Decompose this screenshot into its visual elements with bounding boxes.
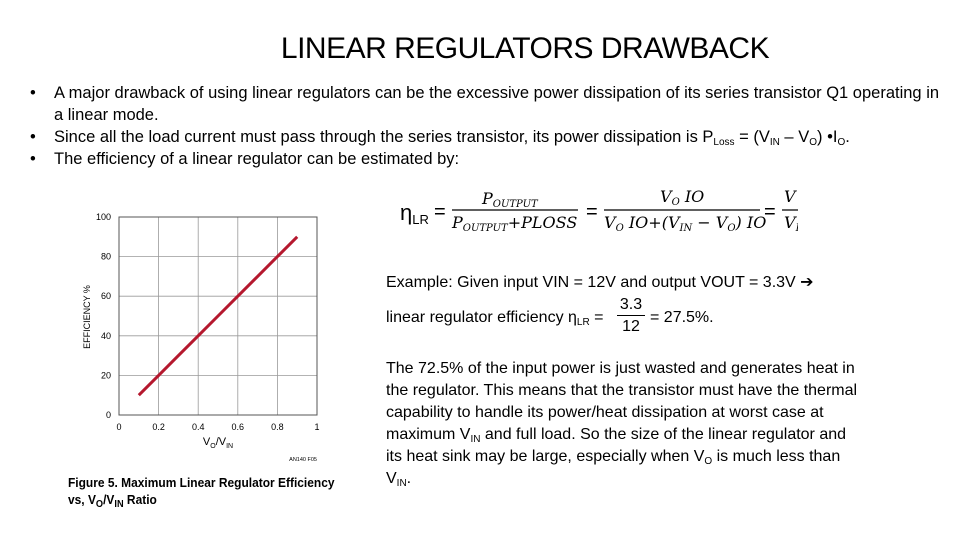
chart-y-ticks: 0 20 40 60 80 100 — [96, 212, 111, 420]
plot-frame — [118, 216, 318, 416]
y-tick-label: 100 — [96, 212, 111, 222]
formula-f1-den: POUTPUT+PLOSS — [451, 213, 577, 234]
x-tick-label: 0.6 — [232, 422, 245, 432]
x-tick-label: 1 — [314, 422, 319, 432]
fraction-numerator: 3.3 — [619, 296, 643, 313]
slide-title: LINEAR REGULATORS DRAWBACK — [280, 32, 770, 65]
y-tick-label: 60 — [101, 291, 111, 301]
formula-eq-1: = — [434, 201, 446, 223]
explanation-paragraph: The 72.5% of the input power is just was… — [386, 360, 858, 489]
x-tick-label: 0.8 — [271, 422, 284, 432]
fraction-bar — [617, 315, 645, 316]
chart-x-ticks: 0 0.2 0.4 0.6 0.8 1 — [116, 422, 319, 432]
efficiency-label-sub: LR — [576, 317, 590, 328]
series-line — [137, 235, 299, 397]
formula-f3-num: V — [784, 187, 797, 206]
x-tick-label: 0.2 — [152, 422, 165, 432]
efficiency-label: linear regulator efficiency η — [386, 309, 577, 326]
chart-grid — [118, 216, 318, 416]
figure-code: AN140 F05 — [289, 457, 317, 463]
efficiency-formula: ηLR = POUTPUT POUTPUT+PLOSS = VO IO VO I… — [398, 184, 798, 240]
y-axis-label: EFFICIENCY % — [82, 285, 92, 349]
x-tick-label: 0.4 — [192, 422, 205, 432]
bullet-2: Since all the load current must pass thr… — [30, 126, 950, 148]
figure-caption: Figure 5. Maximum Linear Regulator Effic… — [68, 474, 335, 510]
formula-f2-num: VO IO — [660, 187, 704, 208]
y-tick-label: 80 — [101, 252, 111, 262]
bullet-3: The efficiency of a linear regulator can… — [30, 148, 950, 170]
efficiency-chart-svg: 0 20 40 60 80 100 0 0.2 0.4 0.6 0.8 1 EFFICIENCY %… — [82, 212, 320, 463]
example-fraction: 3.3 12 — [617, 296, 645, 337]
bullet-1: A major drawback of using linear regulat… — [30, 82, 950, 126]
formula-eq-2: = — [586, 201, 598, 223]
formula-f1-num: POUTPUT — [481, 189, 539, 210]
y-tick-label: 0 — [106, 410, 111, 420]
efficiency-result: = 27.5%. — [650, 309, 714, 326]
y-tick-label: 20 — [101, 370, 111, 380]
figure-caption-line1: Figure 5. Maximum Linear Regulator Effic… — [68, 475, 335, 490]
fraction-denominator: 12 — [622, 318, 640, 335]
example-text: Example: Given input VIN = 12V and outpu… — [386, 274, 814, 291]
x-tick-label: 0 — [116, 422, 121, 432]
chart-series — [137, 235, 299, 397]
formula-f2-den: VO IO+(VIN − VO) IO — [604, 213, 766, 234]
x-axis-label: VO/VIN — [203, 436, 233, 450]
y-tick-label: 40 — [101, 331, 111, 341]
efficiency-chart: 0 20 40 60 80 100 0 0.2 0.4 0.6 0.8 1 EFFICIENCY %… — [60, 195, 340, 470]
formula-f3-den: VI — [784, 213, 798, 234]
formula-eq-3: = — [764, 201, 776, 223]
formula-eta: ηLR — [400, 200, 429, 227]
bullet-list: A major drawback of using linear regulat… — [30, 82, 950, 170]
figure-caption-line2: vs, VO/VIN Ratio — [68, 492, 157, 510]
